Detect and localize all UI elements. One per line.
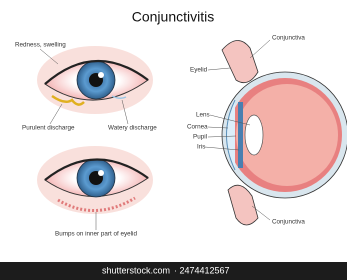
label: Purulent discharge: [22, 125, 75, 132]
label: Redness, swelling: [15, 42, 66, 49]
watermark-bar: [0, 262, 347, 280]
tear: [111, 95, 127, 100]
label: Iris: [197, 144, 205, 151]
leader: [207, 135, 237, 138]
highlight: [98, 72, 104, 78]
eyelid-bottom: [227, 184, 259, 226]
upper-lid: [44, 158, 149, 181]
label: Pupil: [193, 134, 207, 141]
eye-bottom: [37, 146, 153, 214]
leader: [249, 39, 271, 59]
upper-lid: [44, 59, 149, 85]
leader: [207, 67, 231, 71]
discharge: [51, 94, 85, 106]
eye-section: [221, 40, 347, 226]
leader: [49, 103, 63, 125]
iris-bar: [238, 102, 243, 168]
label: Lens: [196, 112, 210, 119]
leader: [204, 146, 240, 151]
cornea: [226, 99, 236, 171]
eye-top: [37, 46, 153, 114]
leader: [251, 205, 271, 221]
title: Conjunctivitis: [132, 9, 214, 25]
leader: [207, 126, 229, 129]
label: Watery discharge: [108, 125, 157, 132]
watermark-site: shutterstock.com: [102, 265, 170, 275]
eyelid-top: [221, 40, 259, 84]
leader: [39, 48, 59, 65]
leader: [121, 99, 129, 125]
bumps: [57, 196, 136, 212]
label: Eyelid: [190, 67, 208, 74]
label: Conjunctiva: [272, 219, 305, 226]
label: Cornea: [187, 124, 208, 131]
lens: [244, 114, 264, 156]
leader: [209, 114, 251, 126]
label: Bumps on inner part of eyelid: [55, 231, 137, 238]
label: Conjunctiva: [272, 35, 305, 42]
retina: [236, 84, 338, 186]
highlight: [98, 170, 104, 176]
watermark-id: · 2474412567: [174, 265, 230, 275]
